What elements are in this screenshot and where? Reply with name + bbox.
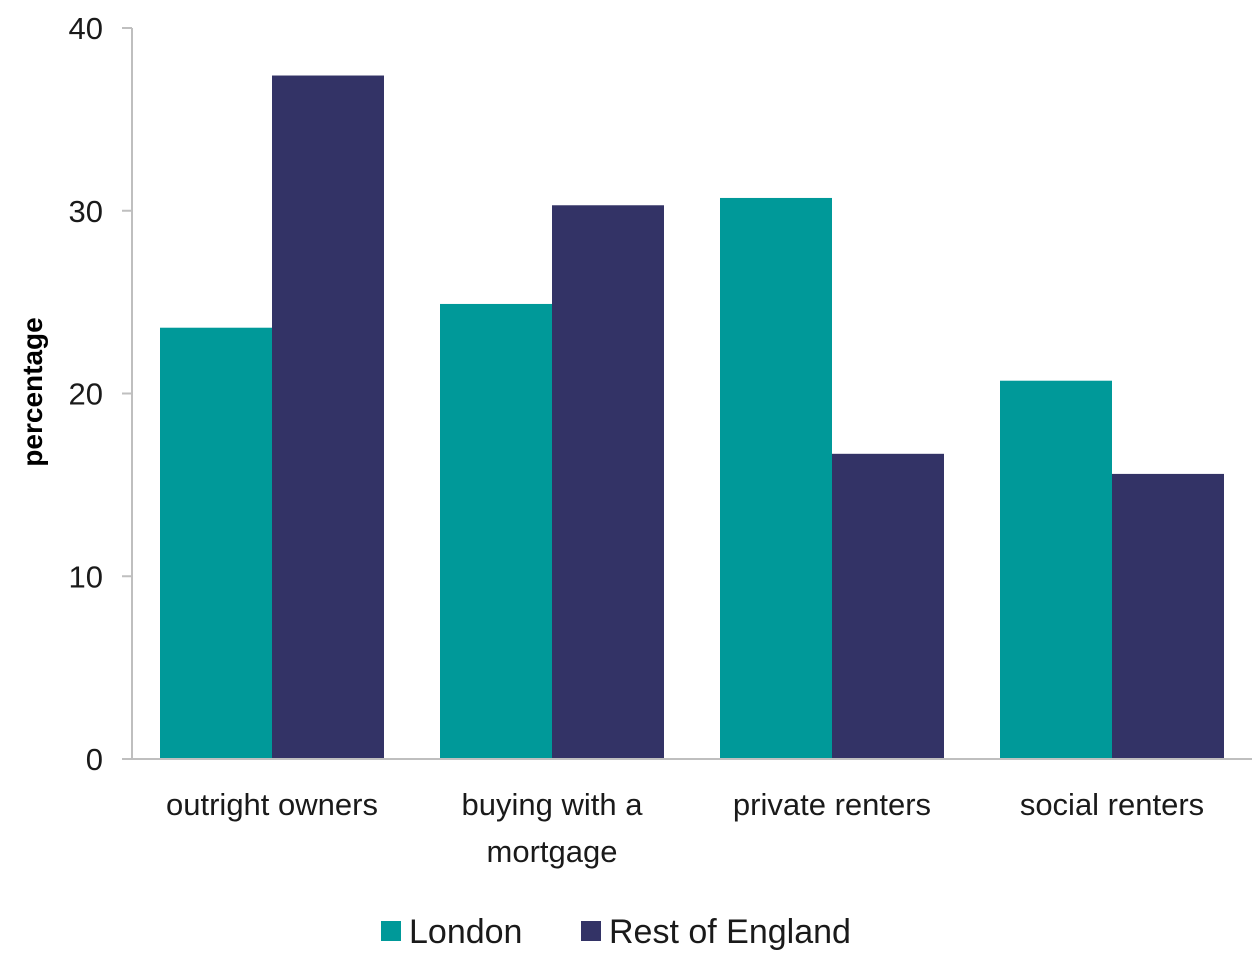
- bar-london: [440, 303, 552, 759]
- legend-swatch: [581, 921, 601, 941]
- x-category-label: mortgage: [487, 834, 618, 869]
- bar-rest-of-england: [552, 205, 664, 759]
- bar-rest-of-england: [272, 75, 384, 759]
- y-tick-label: 30: [69, 194, 103, 229]
- x-category-labels: outright owners buying with a mortgage priv…: [166, 787, 1204, 869]
- y-tick-label: 20: [69, 377, 103, 412]
- bars: [160, 75, 1224, 759]
- bar-rest-of-england: [1112, 473, 1224, 759]
- legend: London Rest of England: [381, 913, 851, 951]
- x-category-label: outright owners: [166, 787, 378, 822]
- y-tick-label: 10: [69, 559, 103, 594]
- y-axis-label: percentage: [17, 317, 48, 466]
- y-axis-title: percentage: [17, 317, 48, 466]
- y-tick-label: 40: [69, 11, 103, 46]
- y-tick-label: 0: [86, 742, 103, 777]
- y-ticks: 0 10 20 30 40: [69, 11, 132, 777]
- bar-rest-of-england: [832, 453, 944, 759]
- legend-swatch: [381, 921, 401, 941]
- legend-label: Rest of England: [609, 913, 851, 951]
- bar-london: [160, 327, 272, 759]
- x-category-label: social renters: [1020, 787, 1204, 822]
- bar-london: [1000, 380, 1112, 759]
- legend-label: London: [409, 913, 522, 951]
- bar-london: [720, 197, 832, 759]
- x-category-label: buying with a: [462, 787, 644, 822]
- x-category-label: private renters: [733, 787, 931, 822]
